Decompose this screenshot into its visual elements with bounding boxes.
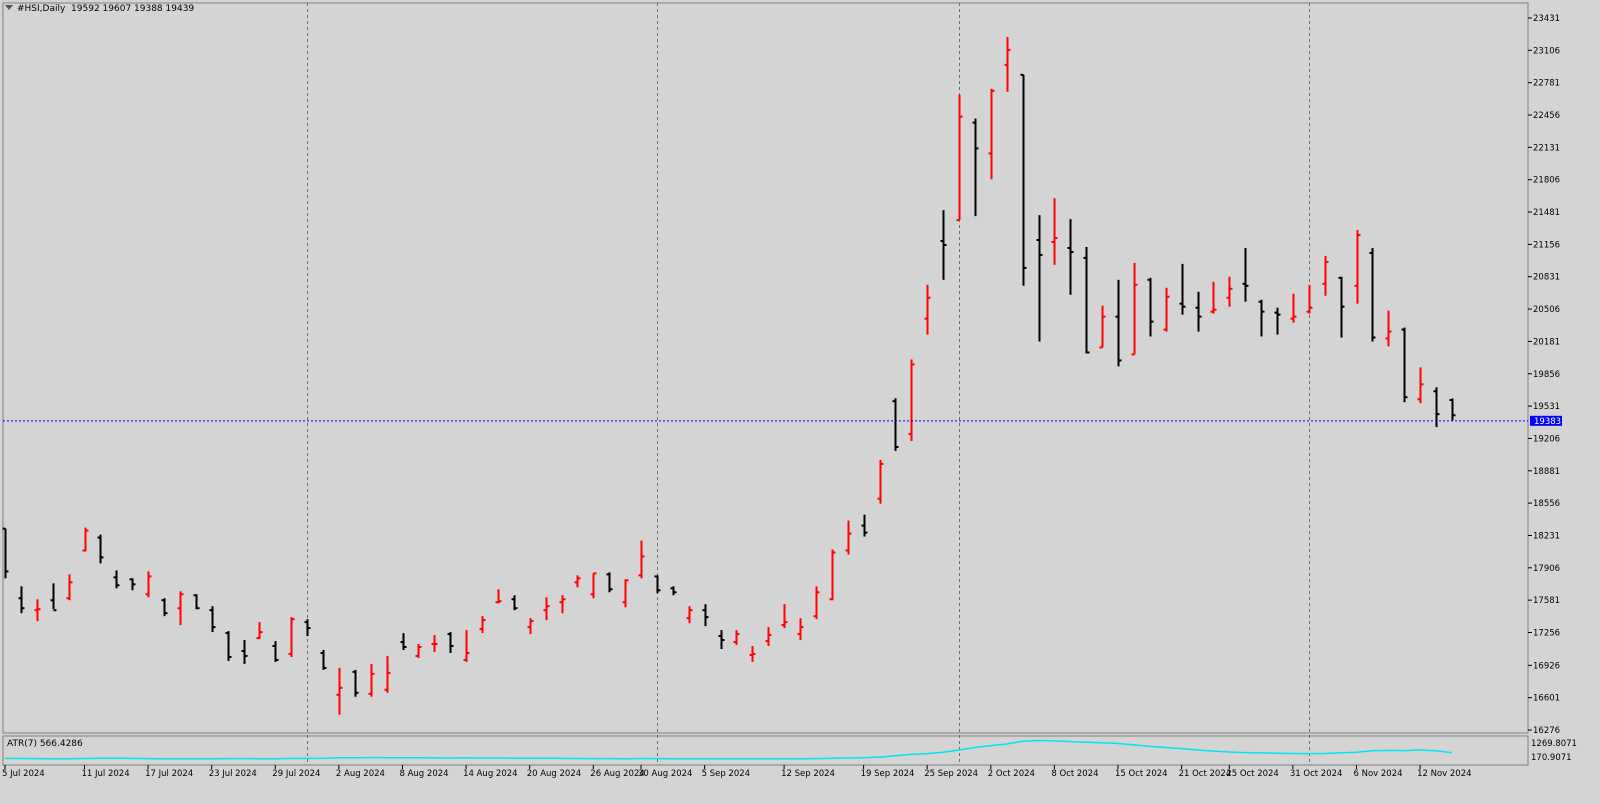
x-tick-label: 5 Sep 2024: [702, 769, 750, 779]
y-tick-label: 20506: [1533, 305, 1560, 315]
x-tick-label: 29 Jul 2024: [272, 769, 320, 779]
atr-indicator-label: ATR(7) 566.4286: [7, 739, 83, 749]
y-tick-label: 22781: [1533, 79, 1560, 89]
x-tick-label: 19 Sep 2024: [861, 769, 915, 779]
y-tick-label: 19206: [1533, 434, 1560, 444]
y-tick-label: 16276: [1533, 726, 1560, 736]
y-tick-label: 23106: [1533, 46, 1560, 56]
x-tick-label: 17 Jul 2024: [145, 769, 193, 779]
atr-scale-label: 1269.8071: [1531, 739, 1577, 749]
current-price-tag: [1530, 415, 1562, 426]
x-tick-label: 20 Aug 2024: [527, 769, 581, 779]
atr-scale-label: 170.9071: [1531, 753, 1572, 763]
x-tick-label: 8 Oct 2024: [1051, 769, 1098, 779]
x-tick-label: 2 Aug 2024: [336, 769, 385, 779]
y-tick-label: 21156: [1533, 240, 1560, 250]
chart-title: #HSI,Daily 19592 19607 19388 19439: [17, 4, 194, 14]
indicator-plot-area: [2, 735, 1529, 766]
y-tick-label: 17581: [1533, 596, 1560, 606]
x-tick-label: 6 Nov 2024: [1354, 769, 1403, 779]
x-tick-label: 2 Oct 2024: [988, 769, 1035, 779]
x-tick-label: 31 Oct 2024: [1290, 769, 1343, 779]
x-tick-label: 15 Oct 2024: [1115, 769, 1168, 779]
chart-ohlc-readout: 19592 19607 19388 19439: [71, 4, 195, 14]
x-tick-label: 5 Jul 2024: [2, 769, 45, 779]
x-tick-label: 26 Aug 2024: [590, 769, 644, 779]
chart-symbol: #HSI,Daily: [17, 4, 66, 14]
y-tick-label: 19856: [1533, 370, 1560, 380]
x-tick-label: 21 Oct 2024: [1179, 769, 1232, 779]
x-tick-label: 25 Sep 2024: [924, 769, 978, 779]
x-tick-label: 23 Jul 2024: [209, 769, 257, 779]
y-tick-label: 16601: [1533, 694, 1560, 704]
x-tick-label: 8 Aug 2024: [400, 769, 449, 779]
x-tick-label: 12 Nov 2024: [1417, 769, 1471, 779]
y-tick-label: 18231: [1533, 531, 1560, 541]
atr-line: [4, 739, 1452, 760]
x-tick-label: 11 Jul 2024: [82, 769, 130, 779]
y-tick-label: 22456: [1533, 111, 1560, 121]
main-plot-area: [2, 2, 1529, 734]
y-tick-label: 18556: [1533, 499, 1560, 509]
current-price-label: 19383: [1534, 417, 1561, 427]
y-tick-label: 22131: [1533, 143, 1560, 153]
x-tick-label: 12 Sep 2024: [781, 769, 835, 779]
y-tick-label: 18881: [1533, 467, 1560, 477]
y-tick-label: 16926: [1533, 661, 1560, 671]
y-tick-label: 23431: [1533, 14, 1560, 24]
chart-menu-arrow-icon[interactable]: [5, 5, 13, 10]
y-tick-label: 20831: [1533, 273, 1560, 283]
y-tick-label: 19531: [1533, 402, 1560, 412]
y-tick-label: 21806: [1533, 176, 1560, 186]
y-tick-label: 21481: [1533, 208, 1560, 218]
y-tick-label: 17256: [1533, 628, 1560, 638]
x-tick-label: 30 Aug 2024: [638, 769, 692, 779]
x-tick-label: 25 Oct 2024: [1226, 769, 1279, 779]
x-tick-label: 14 Aug 2024: [463, 769, 517, 779]
y-tick-label: 17906: [1533, 564, 1560, 574]
y-tick-label: 20181: [1533, 337, 1560, 347]
